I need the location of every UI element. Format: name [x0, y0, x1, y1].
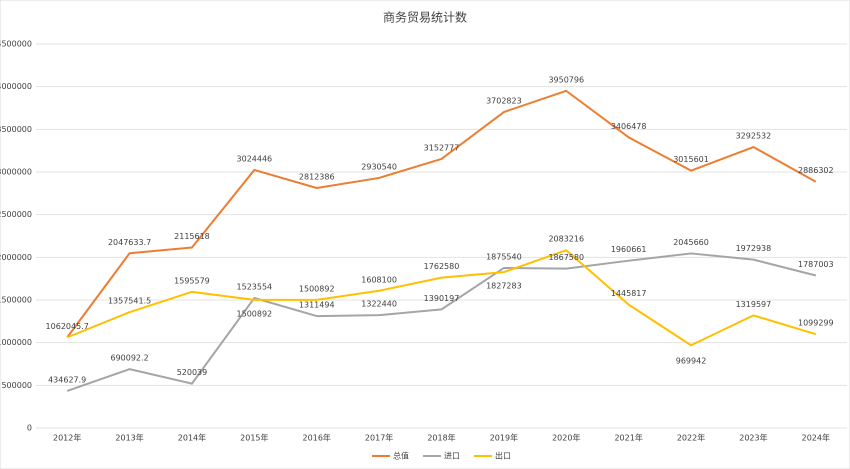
y-tick-label: 0 — [27, 424, 32, 433]
series-line — [66, 249, 817, 347]
data-label: 2115618 — [174, 232, 210, 241]
data-label: 1787003 — [798, 260, 834, 269]
data-label: 3950796 — [548, 75, 584, 84]
data-label: 1062045.7 — [46, 322, 89, 331]
y-tick-label: 2000000 — [0, 253, 32, 262]
legend-label: 进口 — [444, 452, 460, 461]
data-label: 2886302 — [798, 166, 834, 175]
data-label: 520039 — [177, 368, 208, 377]
x-tick-label: 2020年 — [552, 433, 580, 443]
y-tick-label: 3000000 — [0, 168, 32, 177]
data-label: 1762580 — [424, 262, 460, 271]
y-tick-label: 4000000 — [0, 82, 32, 91]
data-label: 1500892 — [237, 309, 273, 318]
data-label: 1322440 — [361, 300, 397, 309]
y-tick-label: 4500000 — [0, 40, 32, 49]
data-label: 3152777 — [424, 143, 460, 152]
data-label: 1595579 — [174, 276, 210, 285]
data-label: 3292532 — [736, 132, 772, 141]
data-label: 1875540 — [486, 252, 522, 261]
x-tick-label: 2023年 — [739, 433, 767, 443]
x-tick-label: 2024年 — [802, 433, 830, 443]
data-label: 1972938 — [736, 244, 772, 253]
data-label: 3024446 — [237, 154, 273, 163]
x-tick-label: 2014年 — [178, 433, 206, 443]
data-label: 1357541.5 — [108, 297, 151, 306]
data-label: 1960661 — [611, 245, 647, 254]
y-tick-label: 3500000 — [0, 125, 32, 134]
series-line — [66, 252, 817, 392]
data-label: 1500892 — [299, 284, 335, 293]
x-tick-label: 2022年 — [677, 433, 705, 443]
data-label: 2083216 — [548, 235, 584, 244]
data-label: 2047633.7 — [108, 238, 151, 247]
legend-label: 出口 — [495, 451, 511, 461]
x-tick-label: 2017年 — [365, 433, 393, 443]
x-tick-label: 2012年 — [53, 433, 81, 443]
data-label: 3406478 — [611, 122, 647, 131]
series-line — [66, 89, 817, 338]
data-label: 3015601 — [673, 155, 709, 164]
data-label: 2812386 — [299, 173, 335, 182]
x-tick-label: 2016年 — [303, 433, 331, 443]
data-label: 1523554 — [237, 282, 273, 291]
data-label: 969942 — [676, 357, 707, 366]
data-label: 1390197 — [424, 294, 460, 303]
x-tick-label: 2019年 — [490, 433, 518, 443]
data-label: 2930540 — [361, 162, 397, 171]
y-tick-label: 1000000 — [0, 338, 32, 347]
y-tick-label: 1500000 — [0, 296, 32, 305]
legend-label: 总值 — [393, 451, 409, 461]
data-label: 1099299 — [798, 319, 834, 328]
y-tick-label: 2500000 — [0, 210, 32, 219]
data-label: 1827283 — [486, 282, 522, 291]
x-tick-label: 2015年 — [240, 433, 268, 443]
chart-title: 商务贸易统计数 — [383, 10, 467, 25]
x-tick-label: 2013年 — [115, 433, 143, 443]
data-label: 3702823 — [486, 97, 522, 106]
data-label: 1319597 — [736, 300, 772, 309]
data-label: 690092.2 — [110, 354, 148, 363]
x-tick-label: 2018年 — [427, 433, 455, 443]
data-label: 434627.9 — [48, 375, 86, 384]
data-label: 2045660 — [673, 238, 709, 247]
data-label: 1867580 — [548, 253, 584, 262]
x-tick-label: 2021年 — [614, 433, 642, 443]
data-label: 1445817 — [611, 289, 647, 298]
data-label: 1608100 — [361, 275, 397, 284]
data-label: 1311494 — [299, 301, 335, 310]
y-tick-label: 500000 — [1, 381, 32, 390]
